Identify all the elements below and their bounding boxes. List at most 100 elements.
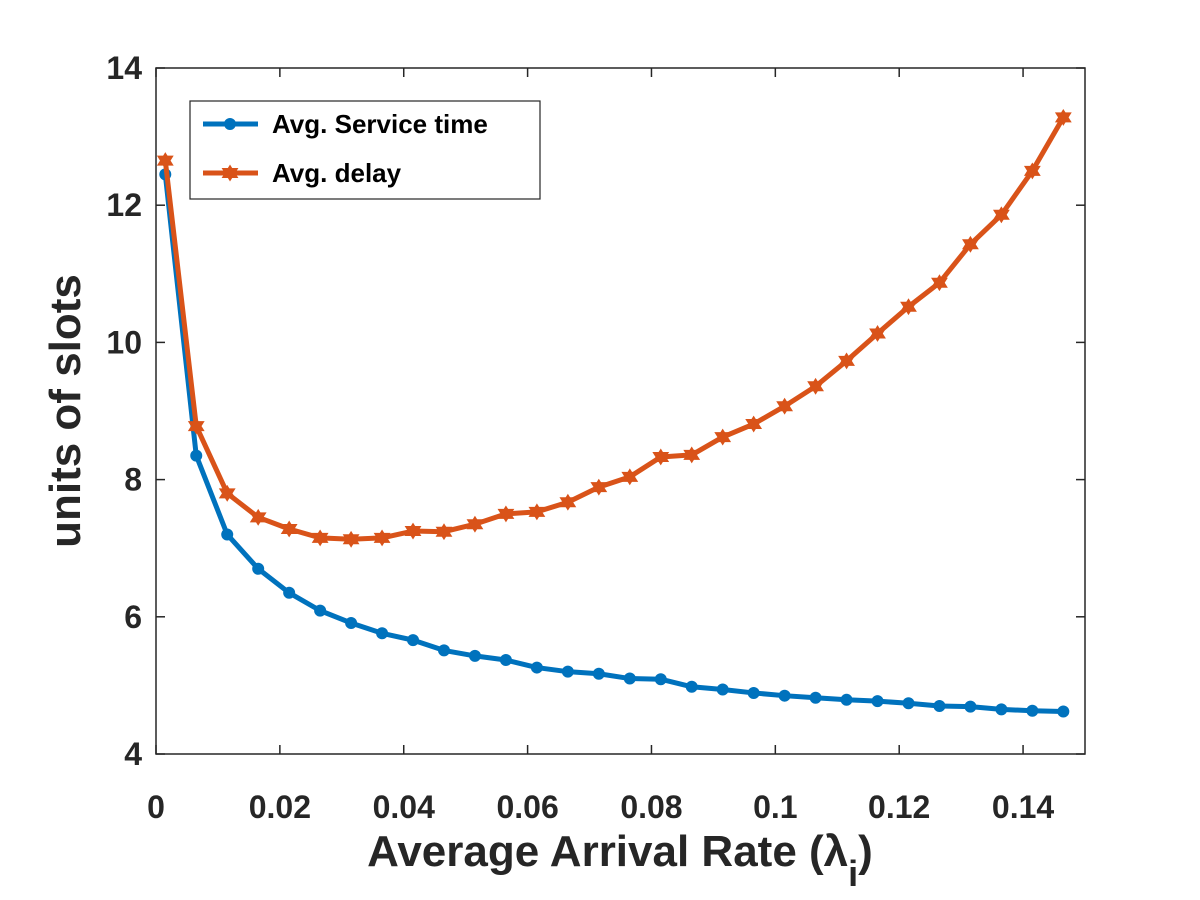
y-tick-label: 4 [124,736,142,772]
data-point-avg-delay-down [776,401,794,415]
data-point-avg-delay-down [187,421,205,435]
y-tick-label: 14 [106,50,142,86]
y-tick-label: 10 [106,324,142,360]
data-point-avg-delay-down [807,381,824,395]
x-tick-label: 0.1 [753,789,797,825]
data-point-avg-delay [683,446,701,464]
data-point-avg-delay-down [559,497,577,511]
x-tick-label: 0.14 [992,789,1054,825]
data-point-avg-delay [1054,108,1072,126]
data-point-avg-delay-down [280,523,298,538]
data-point-avg-delay [249,508,267,526]
data-point-avg-service-time [561,665,574,678]
x-tick-label: 0.02 [249,789,311,825]
data-point-avg-delay-down [590,482,608,496]
data-point-avg-service-time [964,700,977,713]
data-point-avg-delay [621,468,639,486]
data-point-avg-service-time [468,649,481,662]
data-point-avg-delay [714,428,732,446]
data-point-avg-delay [435,523,453,541]
data-point-avg-delay [807,377,824,395]
y-tick-label: 12 [106,187,142,223]
data-point-avg-delay-down [714,432,732,446]
data-point-avg-delay [342,530,360,548]
data-point-avg-delay [590,478,608,496]
legend-marker-avg-delay-down [221,168,239,182]
data-point-avg-delay [466,515,484,533]
x-tick-label: 0.12 [868,789,930,825]
data-point-avg-delay-down [435,526,453,541]
x-tick-label: 0.04 [373,789,435,825]
data-point-avg-delay-down [869,328,886,342]
data-point-avg-delay [497,505,515,523]
series-layer [156,108,1072,718]
data-point-avg-delay [404,522,422,540]
data-point-avg-delay-down [404,526,422,540]
legend-marker-avg-delay [221,164,239,182]
data-point-avg-service-time [283,586,296,599]
data-point-avg-service-time [685,680,698,693]
data-point-avg-delay-down [1023,165,1041,180]
data-point-avg-service-time [902,697,915,710]
data-point-avg-service-time [407,634,420,647]
data-point-avg-delay-down [745,419,763,433]
y-axis-ticks: 4 6 8 10 12 14 [106,50,1085,772]
data-point-avg-service-time [190,449,203,462]
x-tick-label: 0.08 [620,789,682,825]
data-point-avg-delay [900,298,917,316]
data-point-avg-service-time [654,673,667,686]
data-point-avg-delay-down [931,277,948,292]
x-axis-ticks: 0 0.02 0.04 0.06 0.08 0.1 0.12 0.14 [147,68,1054,825]
data-point-avg-service-time [623,672,636,685]
data-point-avg-delay [992,206,1010,224]
data-point-avg-delay [218,484,236,502]
data-point-avg-service-time [499,654,512,667]
x-axis-label-suffix: ) [858,827,873,876]
data-point-avg-service-time [995,703,1008,716]
data-point-avg-delay [838,352,855,370]
data-point-avg-delay-down [652,451,670,466]
data-point-avg-service-time [747,686,760,699]
data-point-avg-service-time [530,661,543,674]
data-point-avg-delay [745,415,763,433]
data-point-avg-delay-down [1054,112,1072,126]
data-point-avg-delay-down [311,532,329,547]
data-point-avg-delay [280,520,298,538]
data-point-avg-delay-down [900,301,917,316]
data-point-avg-delay-down [962,239,979,253]
data-point-avg-delay [187,417,205,435]
legend-label-avg-delay: Avg. delay [272,158,402,188]
data-point-avg-delay [373,529,391,547]
data-point-avg-delay [559,493,577,511]
data-point-avg-delay-down [838,355,855,370]
data-point-avg-delay [776,397,794,415]
data-point-avg-service-time [778,689,791,702]
data-point-avg-delay-down [621,471,639,486]
data-point-avg-delay-down [683,449,701,464]
y-tick-label: 8 [124,462,142,498]
x-axis-label: Average Arrival Rate (λi) [367,827,873,894]
data-point-avg-delay [652,448,670,466]
data-point-avg-delay-down [373,532,391,547]
data-point-avg-service-time [840,693,853,706]
x-axis-label-subscript: i [848,853,858,894]
data-point-avg-service-time [376,627,389,640]
data-point-avg-delay-down [497,508,515,523]
data-point-avg-delay-down [156,155,174,170]
legend-marker-avg-service-time [224,118,236,130]
data-point-avg-service-time [871,695,884,708]
data-point-avg-service-time [933,699,946,712]
data-point-avg-service-time [1026,704,1039,717]
data-point-avg-delay-down [218,488,236,502]
data-point-avg-service-time [809,691,822,704]
data-point-avg-delay [931,274,948,292]
data-point-avg-delay-down [249,512,267,526]
data-point-avg-service-time [252,562,265,575]
data-point-avg-service-time [592,667,605,680]
data-point-avg-service-time [1057,705,1070,718]
x-tick-label: 0.06 [496,789,558,825]
data-point-avg-service-time [716,683,729,696]
data-point-avg-service-time [437,644,450,657]
